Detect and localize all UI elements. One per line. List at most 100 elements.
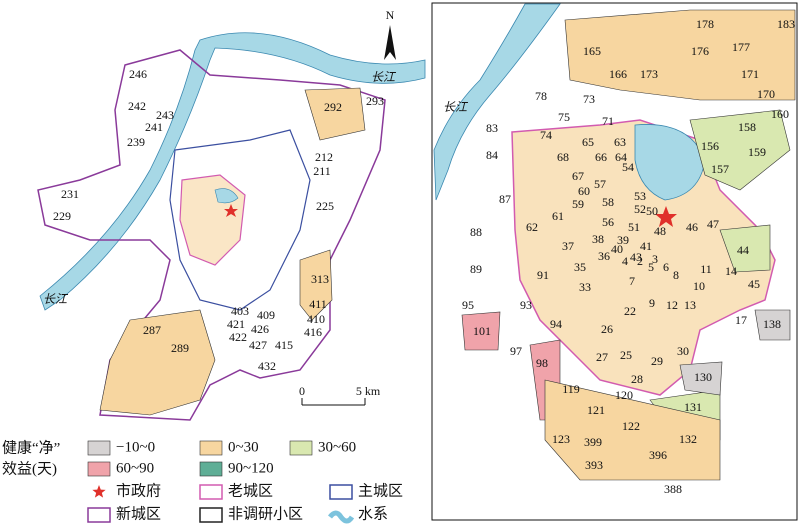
district-label: 46 xyxy=(686,220,698,234)
district-label: 3 xyxy=(652,252,658,266)
district-label: 41 xyxy=(640,239,652,253)
district-label: 119 xyxy=(562,382,580,396)
district-pink xyxy=(461,311,501,351)
district-label: 71 xyxy=(602,114,614,128)
district-label: 30 xyxy=(677,344,689,358)
district-label: 166 xyxy=(609,67,627,81)
legend: 健康“净” 效益(天) −10~0 0~30 30~60 60~90 90~120 市政府 老城… xyxy=(2,439,403,524)
main-city-boundary xyxy=(169,129,311,311)
scale-label: 0 xyxy=(299,384,305,398)
district-label: 57 xyxy=(594,177,606,191)
district-label: 165 xyxy=(583,44,601,58)
legend-label: 0~30 xyxy=(228,439,259,455)
legend-swatch xyxy=(199,440,223,456)
district-label: 2 xyxy=(637,254,643,268)
district-label: 91 xyxy=(537,268,549,282)
district-label: 173 xyxy=(640,67,658,81)
district-label: 313 xyxy=(311,272,329,286)
district-label: 138 xyxy=(763,317,781,331)
district-label: 53 xyxy=(634,189,646,203)
legend-title: 健康“净” xyxy=(2,439,60,456)
city-hall-star xyxy=(655,206,677,227)
district-label: 78 xyxy=(535,89,547,103)
district-green xyxy=(689,109,791,191)
district-label: 415 xyxy=(275,338,293,352)
district-label: 120 xyxy=(615,388,633,402)
district-label: 422 xyxy=(229,330,247,344)
district-label: 132 xyxy=(679,432,697,446)
district-label: 50 xyxy=(646,204,658,218)
district-label: 293 xyxy=(366,94,384,108)
district-label: 427 xyxy=(249,338,267,352)
lake xyxy=(634,124,706,201)
district-label: 66 xyxy=(595,150,607,164)
legend-label: 水系 xyxy=(358,505,388,522)
district-green xyxy=(719,224,771,273)
district-label: 54 xyxy=(622,160,634,174)
district-label: 411 xyxy=(309,297,327,311)
legend-swatch xyxy=(199,484,223,500)
legend-label: 新城区 xyxy=(116,505,161,522)
lake xyxy=(214,188,239,204)
district-label: 39 xyxy=(617,233,629,247)
district-label: 403 xyxy=(231,304,249,318)
district-label: 396 xyxy=(649,448,667,462)
district-label: 122 xyxy=(622,419,640,433)
district-label: 12 xyxy=(666,298,678,312)
district-label: 225 xyxy=(316,199,334,213)
district-label: 160 xyxy=(771,107,789,121)
river xyxy=(39,32,426,311)
district-label: 229 xyxy=(53,209,71,223)
district-label: 98 xyxy=(536,356,548,370)
legend-swatch xyxy=(92,485,106,498)
district-label: 52 xyxy=(634,202,646,216)
district-label: 27 xyxy=(596,350,608,364)
district-label: 159 xyxy=(748,145,766,159)
district-label: 89 xyxy=(470,262,482,276)
district-label: 410 xyxy=(307,312,325,326)
district-label: 292 xyxy=(324,100,342,114)
district-label: 17 xyxy=(735,313,747,327)
legend-label: −10~0 xyxy=(116,439,155,455)
legend-swatch xyxy=(329,484,353,500)
district-label: 158 xyxy=(738,120,756,134)
legend-label: 市政府 xyxy=(116,482,161,499)
legend-label: 60~90 xyxy=(116,460,154,476)
district-label: 246 xyxy=(129,67,147,81)
legend-swatch xyxy=(289,440,313,456)
district-label: 33 xyxy=(579,280,591,294)
district-label: 157 xyxy=(711,162,729,176)
district-gray xyxy=(679,361,723,396)
district-label: 171 xyxy=(741,67,759,81)
district-label: 5 xyxy=(648,260,654,274)
district-label: 178 xyxy=(696,17,714,31)
district-label: 231 xyxy=(61,187,79,201)
district-label: 7 xyxy=(629,274,635,288)
district-label: 37 xyxy=(562,239,574,253)
district-label: 45 xyxy=(748,277,760,291)
district-label: 48 xyxy=(654,224,666,238)
district-label: 93 xyxy=(520,298,532,312)
district-label: 74 xyxy=(540,128,552,142)
district-label: 68 xyxy=(557,150,569,164)
river-label: 长江 xyxy=(371,70,397,84)
district-label: 393 xyxy=(585,458,603,472)
right-map xyxy=(431,2,798,521)
district-label: 13 xyxy=(684,298,696,312)
compass-label: N xyxy=(386,8,395,22)
district-label: 9 xyxy=(649,296,655,310)
district-label: 156 xyxy=(701,139,719,153)
district-label: 10 xyxy=(693,279,705,293)
district-label: 84 xyxy=(486,148,498,162)
district-label: 243 xyxy=(156,108,174,122)
district-label: 87 xyxy=(499,192,511,206)
district-label: 59 xyxy=(572,197,584,211)
district-label: 289 xyxy=(171,341,189,355)
district-label: 56 xyxy=(602,215,614,229)
river-label: 长江 xyxy=(443,100,469,114)
district-label: 131 xyxy=(684,400,702,414)
south-district xyxy=(99,309,216,416)
district-label: 51 xyxy=(628,220,640,234)
river-label: 长江 xyxy=(43,292,69,306)
